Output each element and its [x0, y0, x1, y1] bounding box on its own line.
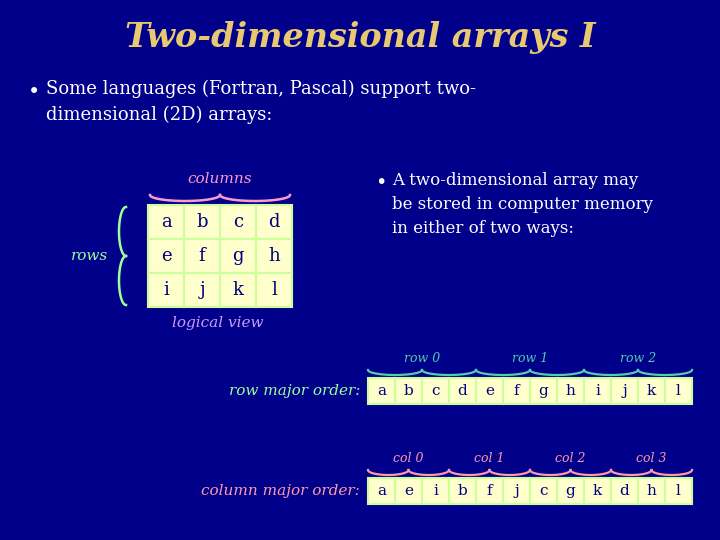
FancyBboxPatch shape [148, 273, 184, 307]
FancyBboxPatch shape [611, 478, 638, 504]
Text: i: i [433, 484, 438, 498]
Text: e: e [404, 484, 413, 498]
Text: rows: rows [71, 249, 109, 263]
FancyBboxPatch shape [220, 239, 256, 273]
FancyBboxPatch shape [476, 478, 503, 504]
FancyBboxPatch shape [611, 378, 638, 404]
Text: j: j [622, 384, 627, 398]
FancyBboxPatch shape [220, 205, 256, 239]
Text: •: • [375, 173, 387, 192]
FancyBboxPatch shape [530, 478, 557, 504]
Text: A two-dimensional array may
be stored in computer memory
in either of two ways:: A two-dimensional array may be stored in… [392, 172, 653, 237]
FancyBboxPatch shape [368, 478, 395, 504]
Text: h: h [647, 484, 657, 498]
FancyBboxPatch shape [476, 378, 503, 404]
FancyBboxPatch shape [368, 378, 395, 404]
Text: k: k [647, 384, 656, 398]
Text: row 1: row 1 [512, 352, 548, 365]
Text: col 0: col 0 [393, 451, 424, 464]
Text: g: g [233, 247, 244, 265]
Text: h: h [268, 247, 280, 265]
FancyBboxPatch shape [184, 239, 220, 273]
Text: Some languages (Fortran, Pascal) support two-
dimensional (2D) arrays:: Some languages (Fortran, Pascal) support… [46, 80, 476, 124]
FancyBboxPatch shape [638, 378, 665, 404]
Text: l: l [676, 384, 681, 398]
FancyBboxPatch shape [395, 378, 422, 404]
FancyBboxPatch shape [584, 478, 611, 504]
Text: c: c [431, 384, 440, 398]
Text: e: e [485, 384, 494, 398]
Text: g: g [566, 484, 575, 498]
FancyBboxPatch shape [584, 378, 611, 404]
Text: e: e [161, 247, 171, 265]
Text: col 3: col 3 [636, 451, 667, 464]
Text: b: b [197, 213, 208, 231]
Text: f: f [487, 484, 492, 498]
Text: d: d [458, 384, 467, 398]
Text: c: c [233, 213, 243, 231]
Text: h: h [566, 384, 575, 398]
FancyBboxPatch shape [256, 205, 292, 239]
FancyBboxPatch shape [449, 378, 476, 404]
Text: b: b [404, 384, 413, 398]
Text: row 2: row 2 [620, 352, 656, 365]
FancyBboxPatch shape [184, 273, 220, 307]
FancyBboxPatch shape [530, 378, 557, 404]
Text: row 0: row 0 [404, 352, 440, 365]
Text: column major order:: column major order: [202, 484, 360, 498]
FancyBboxPatch shape [665, 478, 692, 504]
Text: c: c [539, 484, 548, 498]
Text: columns: columns [188, 172, 252, 186]
FancyBboxPatch shape [503, 378, 530, 404]
FancyBboxPatch shape [638, 478, 665, 504]
Text: d: d [269, 213, 280, 231]
Text: i: i [595, 384, 600, 398]
FancyBboxPatch shape [148, 205, 184, 239]
FancyBboxPatch shape [665, 378, 692, 404]
FancyBboxPatch shape [184, 205, 220, 239]
Text: a: a [161, 213, 171, 231]
FancyBboxPatch shape [256, 273, 292, 307]
Text: l: l [676, 484, 681, 498]
Text: •: • [28, 82, 40, 102]
FancyBboxPatch shape [422, 378, 449, 404]
Text: row major order:: row major order: [229, 384, 360, 398]
FancyBboxPatch shape [557, 378, 584, 404]
Text: k: k [593, 484, 602, 498]
Text: a: a [377, 384, 386, 398]
FancyBboxPatch shape [557, 478, 584, 504]
FancyBboxPatch shape [449, 478, 476, 504]
Text: logical view: logical view [172, 316, 264, 330]
FancyBboxPatch shape [395, 478, 422, 504]
Text: l: l [271, 281, 277, 299]
FancyBboxPatch shape [148, 239, 184, 273]
Text: f: f [513, 384, 519, 398]
Text: a: a [377, 484, 386, 498]
Text: j: j [514, 484, 519, 498]
Text: b: b [458, 484, 467, 498]
FancyBboxPatch shape [422, 478, 449, 504]
Text: g: g [539, 384, 549, 398]
FancyBboxPatch shape [503, 478, 530, 504]
Text: k: k [233, 281, 243, 299]
Text: Two-dimensional arrays I: Two-dimensional arrays I [125, 22, 595, 55]
Text: f: f [199, 247, 205, 265]
Text: d: d [620, 484, 629, 498]
Text: col 1: col 1 [474, 451, 505, 464]
Text: i: i [163, 281, 169, 299]
Text: col 2: col 2 [555, 451, 586, 464]
FancyBboxPatch shape [256, 239, 292, 273]
Text: j: j [199, 281, 204, 299]
FancyBboxPatch shape [220, 273, 256, 307]
